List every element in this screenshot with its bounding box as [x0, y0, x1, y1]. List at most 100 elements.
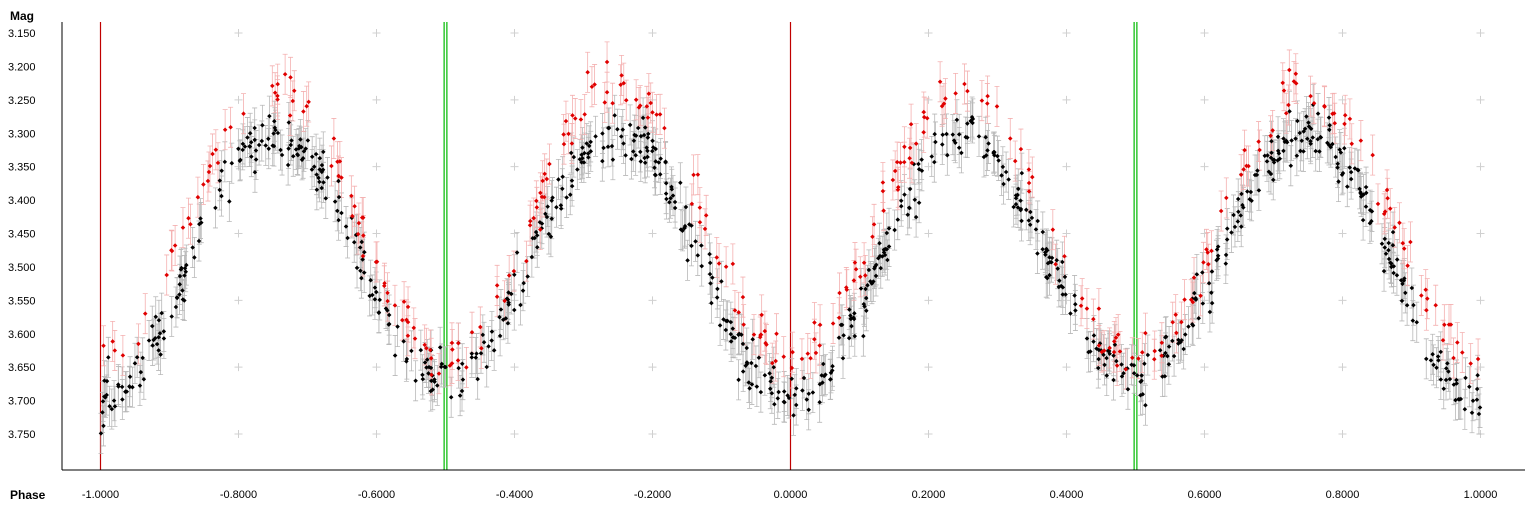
data-point — [880, 188, 886, 194]
data-point — [1451, 355, 1456, 361]
data-point — [1318, 134, 1323, 140]
data-point — [558, 206, 564, 211]
data-point — [356, 220, 362, 226]
data-point — [1096, 343, 1102, 348]
data-point — [475, 376, 480, 382]
data-point — [1269, 150, 1274, 155]
data-point — [1423, 356, 1429, 362]
data-point — [486, 344, 491, 349]
data-point — [633, 97, 639, 103]
data-point — [663, 191, 669, 196]
data-point — [1410, 318, 1416, 323]
data-point — [339, 175, 344, 180]
data-point — [138, 369, 144, 375]
data-point — [1096, 356, 1101, 362]
data-point — [1322, 103, 1327, 109]
data-point — [1467, 384, 1472, 390]
data-point — [1280, 80, 1286, 86]
data-point — [1281, 88, 1287, 93]
data-point — [1385, 196, 1390, 201]
data-point — [699, 263, 704, 269]
data-point — [1342, 121, 1347, 127]
data-point — [309, 167, 315, 172]
data-point — [252, 125, 257, 131]
data-point — [1460, 350, 1465, 355]
data-point — [489, 329, 495, 334]
data-point — [953, 91, 958, 96]
data-point — [764, 342, 769, 347]
data-point — [986, 141, 991, 146]
data-point — [1186, 324, 1191, 329]
data-point — [1470, 398, 1476, 403]
data-point — [449, 361, 455, 366]
data-point — [898, 203, 904, 209]
data-point — [1131, 370, 1137, 376]
grid-plus — [648, 229, 657, 238]
data-point — [1096, 365, 1101, 371]
data-point — [1003, 169, 1009, 175]
grid-plus — [1062, 430, 1071, 438]
data-point — [1163, 334, 1169, 339]
data-point — [1401, 246, 1407, 251]
data-point — [852, 333, 858, 339]
data-point — [489, 338, 494, 343]
data-point — [1332, 120, 1338, 126]
grid-plus — [510, 29, 519, 37]
data-point — [823, 372, 828, 377]
data-point — [1363, 184, 1369, 190]
data-point — [360, 257, 365, 262]
data-point — [279, 152, 285, 158]
data-point — [1313, 148, 1318, 154]
data-point — [1408, 239, 1413, 245]
data-point — [286, 146, 291, 151]
data-point — [1304, 114, 1309, 119]
data-point — [913, 141, 919, 146]
data-point — [1275, 148, 1281, 154]
data-point — [1181, 346, 1186, 352]
data-point — [142, 311, 148, 316]
data-point — [1400, 240, 1406, 246]
data-point — [1229, 230, 1234, 235]
data-point — [291, 88, 297, 93]
data-point — [1294, 153, 1300, 158]
data-point — [861, 301, 867, 307]
data-point — [158, 352, 163, 357]
data-point — [256, 142, 262, 148]
data-point — [1289, 138, 1294, 143]
data-point — [335, 208, 340, 214]
data-point — [497, 333, 503, 339]
data-point — [744, 360, 750, 365]
data-point — [288, 75, 293, 80]
data-point — [615, 126, 620, 132]
grid-plus — [1062, 95, 1071, 104]
data-point — [789, 376, 795, 381]
data-point — [1012, 158, 1018, 164]
data-point — [101, 343, 106, 349]
data-point — [693, 239, 698, 244]
data-point — [521, 280, 526, 286]
data-point — [1044, 246, 1049, 252]
data-point — [762, 328, 768, 334]
data-point — [873, 262, 879, 268]
data-point — [568, 150, 574, 156]
data-point — [1281, 136, 1286, 141]
data-point — [313, 151, 319, 157]
grid-plus — [924, 363, 933, 372]
data-point — [954, 117, 960, 123]
data-point — [306, 99, 311, 105]
data-point — [728, 339, 734, 344]
grid-plus — [372, 162, 381, 171]
data-point — [404, 356, 410, 362]
data-point — [314, 172, 319, 177]
data-point — [1462, 407, 1468, 412]
data-point — [1336, 179, 1341, 184]
data-point — [1099, 349, 1105, 355]
y-tick-label: 3.200 — [8, 61, 36, 73]
data-point — [1277, 156, 1283, 162]
grid-plus — [648, 296, 657, 305]
x-tick-labels: -1.0000 -0.8000 -0.6000 -0.4000 -0.2000 0.000… — [82, 489, 1497, 501]
data-point — [1438, 377, 1444, 382]
data-point — [582, 112, 587, 117]
data-point — [793, 402, 799, 408]
data-point — [1375, 201, 1381, 207]
